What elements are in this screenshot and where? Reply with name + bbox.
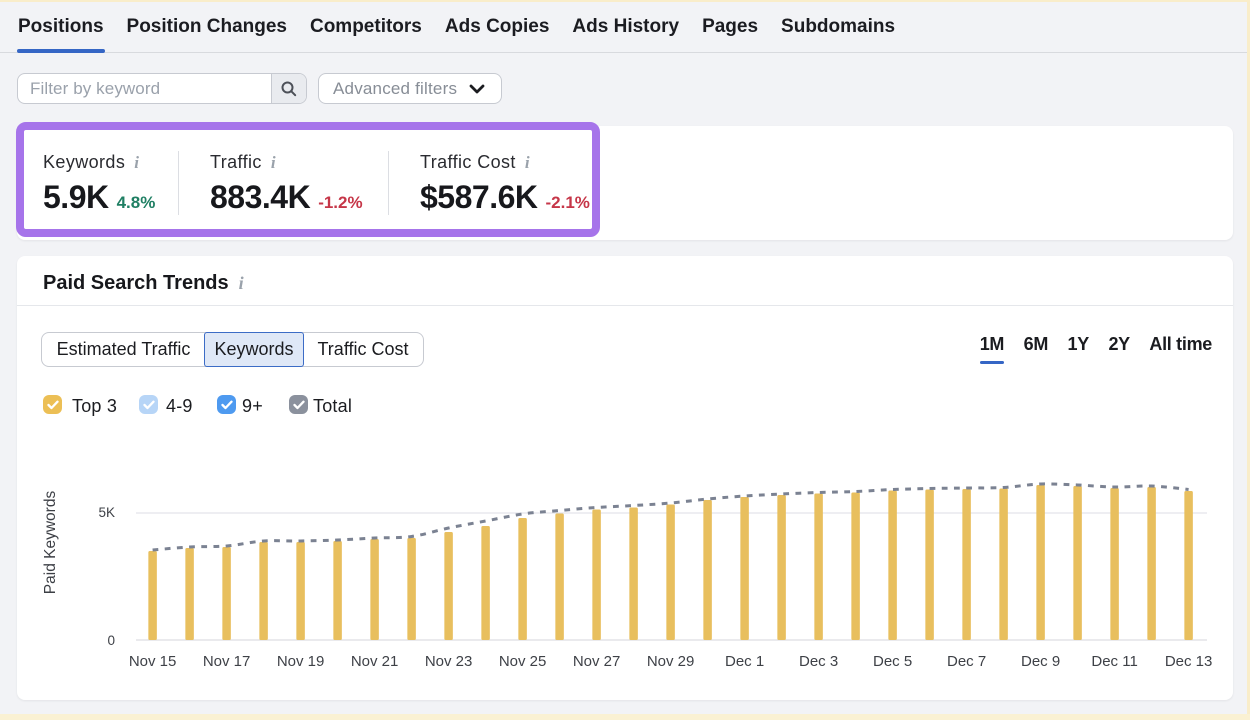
svg-text:Dec 11: Dec 11	[1091, 653, 1137, 670]
svg-text:Dec 5: Dec 5	[873, 653, 912, 670]
svg-text:Nov 15: Nov 15	[129, 653, 177, 670]
svg-text:5K: 5K	[98, 505, 115, 520]
svg-text:Nov 19: Nov 19	[277, 653, 325, 670]
svg-text:Nov 27: Nov 27	[573, 653, 621, 670]
svg-text:Dec 3: Dec 3	[799, 653, 838, 670]
svg-text:Paid Keywords: Paid Keywords	[42, 491, 59, 595]
svg-text:Dec 13: Dec 13	[1165, 653, 1213, 670]
svg-text:Nov 29: Nov 29	[647, 653, 695, 670]
svg-text:0: 0	[107, 633, 115, 648]
svg-text:Dec 9: Dec 9	[1021, 653, 1060, 670]
svg-text:Dec 1: Dec 1	[725, 653, 764, 670]
svg-text:Nov 25: Nov 25	[499, 653, 547, 670]
svg-text:Nov 23: Nov 23	[425, 653, 473, 670]
svg-text:Nov 17: Nov 17	[203, 653, 251, 670]
svg-text:Nov 21: Nov 21	[351, 653, 399, 670]
svg-text:Dec 7: Dec 7	[947, 653, 986, 670]
